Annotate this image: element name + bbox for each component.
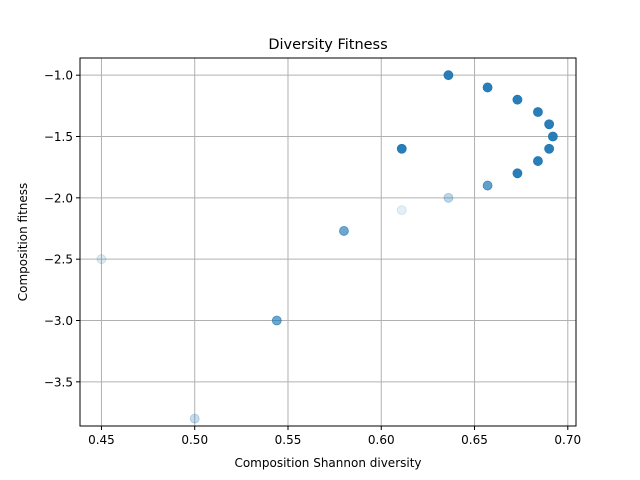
y-tick-label: −2.5 [44, 253, 73, 267]
plot-frame [79, 57, 577, 427]
data-point [189, 413, 200, 424]
data-point [512, 168, 523, 179]
data-point [533, 156, 543, 166]
data-point [512, 94, 523, 105]
y-axis-label: Composition fitness [16, 183, 30, 302]
data-point [443, 70, 454, 81]
data-point [544, 119, 555, 130]
data-point [96, 254, 107, 265]
y-axis: −1.0 −1.5 −2.0 −2.5 −3.0 −3.5 [44, 69, 80, 389]
x-tick-label: 0.60 [368, 433, 395, 447]
y-tick-label: −1.0 [44, 69, 73, 83]
x-axis: 0.45 0.50 0.55 0.60 0.65 0.70 [88, 426, 581, 447]
data-point [396, 205, 407, 216]
y-tick-label: −3.5 [44, 375, 73, 389]
y-tick-label: −3.0 [44, 314, 73, 328]
grid-lines [80, 58, 576, 426]
data-point [271, 315, 282, 326]
x-tick-label: 0.70 [554, 433, 581, 447]
data-points [96, 70, 558, 424]
data-point [547, 131, 558, 142]
data-point [533, 107, 543, 117]
x-tick-label: 0.55 [275, 433, 302, 447]
y-tick-label: −2.0 [44, 191, 73, 205]
data-point [544, 143, 555, 154]
data-point [396, 143, 407, 154]
y-tick-label: −1.5 [44, 130, 73, 144]
data-point [482, 82, 493, 93]
data-point [482, 180, 493, 191]
x-tick-label: 0.45 [88, 433, 115, 447]
data-point [443, 192, 454, 203]
chart-title: Diversity Fitness [268, 37, 387, 53]
x-tick-label: 0.50 [181, 433, 208, 447]
x-axis-label: Composition Shannon diversity [234, 456, 421, 470]
data-point [339, 226, 349, 236]
x-tick-label: 0.65 [461, 433, 488, 447]
